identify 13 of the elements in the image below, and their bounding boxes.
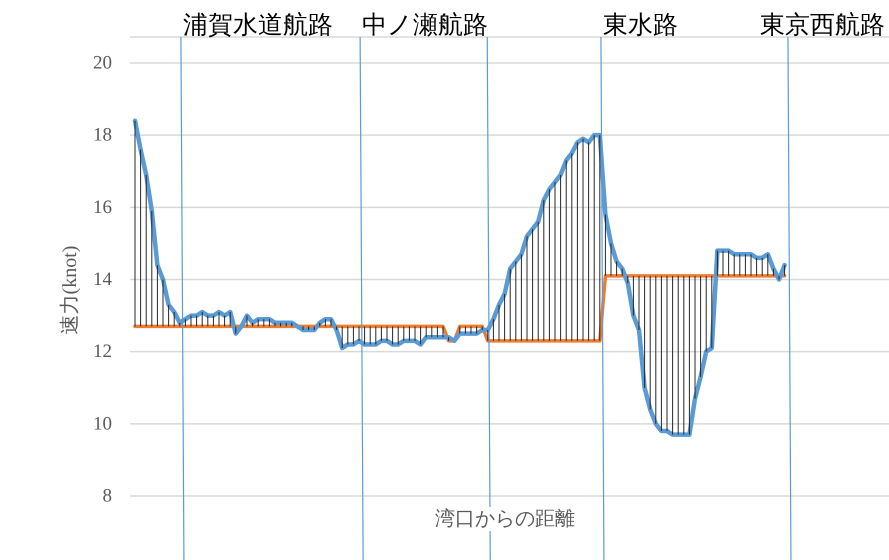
text: 東京西航路: [760, 10, 885, 39]
y-tick-label: 12: [93, 341, 112, 362]
y-tick-label: 10: [93, 413, 112, 434]
y-tick-label: 14: [93, 269, 112, 290]
y-tick-label: 16: [93, 196, 112, 218]
y-axis-title: 速力(knot): [59, 246, 81, 334]
text: 浦賀水道航路: [182, 10, 333, 39]
y-tick-label: 8: [102, 486, 112, 506]
text: 中ノ瀬航路: [362, 10, 488, 39]
y-tick-label: 18: [93, 124, 112, 146]
x-axis-title: 湾口からの距離: [435, 508, 575, 530]
text: 東水路: [602, 10, 678, 39]
y-tick-label: 20: [93, 52, 112, 74]
